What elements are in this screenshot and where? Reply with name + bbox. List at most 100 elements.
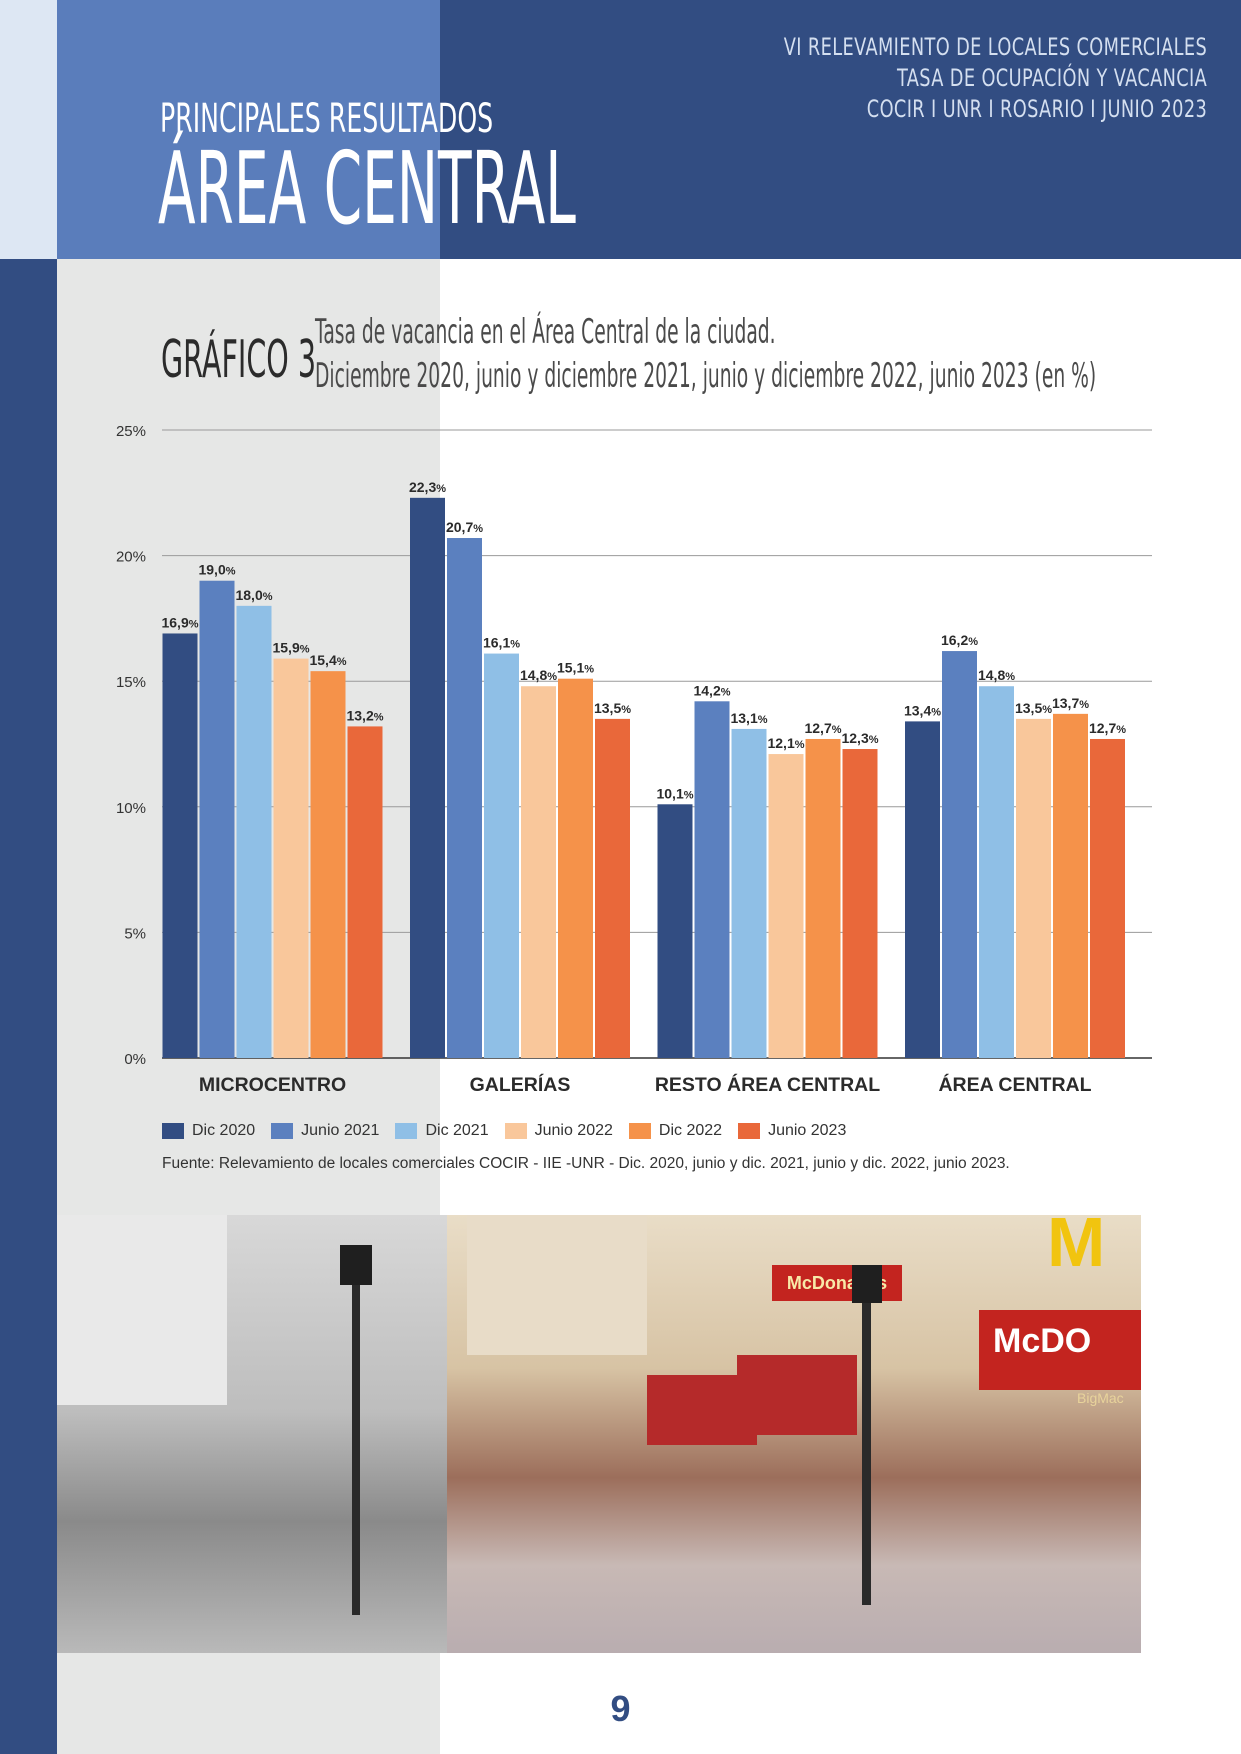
legend-swatch (504, 1123, 527, 1139)
legend-swatch (628, 1123, 651, 1139)
data-label: 14,8% (520, 667, 557, 683)
data-label: 12,7% (1089, 720, 1126, 736)
page-number: 9 (610, 1688, 631, 1729)
data-label: 12,7% (804, 720, 841, 736)
bar-chart: 0% 5% 10% 15% 20% 25% 16,9% 19,0%18,0% 15,9%15,4… (116, 423, 1152, 1096)
legend-swatch (395, 1123, 418, 1139)
data-label: 22,3% (409, 479, 446, 495)
y-tick-label: 20% (116, 549, 146, 566)
legend-label: Junio 2021 (301, 1122, 380, 1139)
figure-title-line-1: Tasa de vacancia en el Área Central de l… (315, 312, 776, 352)
data-label: 15,9% (272, 640, 309, 656)
bar (657, 804, 693, 1058)
bar (162, 633, 198, 1058)
mcdonalds-logo-icon: M (1047, 1215, 1106, 1281)
bar (905, 721, 940, 1058)
data-label: 14,8% (978, 667, 1015, 683)
legend-item: Junio 2022 (504, 1122, 613, 1140)
photo-building (57, 1215, 227, 1405)
y-tick-label: 15% (116, 674, 146, 691)
header-panel-dark (440, 0, 1241, 259)
header-panel-light (57, 0, 440, 259)
data-label: 13,5% (1015, 700, 1052, 716)
photo-awning-2 (737, 1355, 857, 1435)
photo-sign-3: BigMac (1077, 1390, 1124, 1406)
bar (1016, 718, 1051, 1058)
bar (410, 497, 445, 1059)
bar (979, 686, 1014, 1058)
legend-swatch (738, 1123, 761, 1139)
data-label: 10,1% (656, 785, 693, 801)
street-lamp (352, 1255, 360, 1615)
legend-label: Junio 2022 (534, 1122, 613, 1139)
figure-title: Tasa de vacancia en el Área Central de l… (315, 310, 1096, 398)
data-label: 16,1% (483, 635, 520, 651)
bar (236, 605, 272, 1058)
data-label: 15,4% (309, 652, 346, 668)
category-label: MICROCENTRO (199, 1074, 346, 1096)
legend-item: Dic 2022 (628, 1122, 722, 1140)
data-label: 15,1% (557, 660, 594, 676)
legend-swatch (162, 1123, 184, 1139)
figure-title-line-2: Diciembre 2020, junio y diciembre 2021, … (315, 356, 1097, 396)
report-header-line-2: TASA DE OCUPACIÓN Y VACANCIA (896, 64, 1207, 92)
data-label: 13,4% (904, 702, 941, 718)
data-label: 13,7% (1052, 695, 1089, 711)
y-tick-label: 25% (116, 423, 146, 440)
street-photo: McDonald's McDO BigMac M (57, 1215, 1141, 1653)
left-strip-top (0, 0, 57, 259)
bar (199, 580, 235, 1058)
bar (484, 653, 519, 1058)
legend-item: Dic 2021 (395, 1122, 489, 1140)
bar (942, 651, 977, 1058)
bar (310, 671, 346, 1058)
bar (805, 738, 841, 1058)
report-header-line-1: VI RELEVAMIENTO DE LOCALES COMERCIALES (783, 33, 1207, 61)
bar (273, 658, 309, 1058)
y-tick-label: 0% (124, 1051, 146, 1068)
category-label: ÁREA CENTRAL (938, 1073, 1091, 1096)
data-label: 18,0% (235, 587, 272, 603)
legend-item: Dic 2020 (162, 1122, 255, 1140)
street-lamp-head (340, 1245, 372, 1285)
bar (595, 718, 630, 1058)
bar (521, 686, 556, 1058)
street-lamp-2 (862, 1275, 871, 1605)
photo-sign: McDonald's (772, 1265, 902, 1301)
bar (1053, 713, 1088, 1058)
street-lamp-2-head (852, 1265, 882, 1303)
data-label: 12,1% (767, 735, 804, 751)
category-label: GALERÍAS (470, 1073, 571, 1096)
page-title: ÁREA CENTRAL (158, 130, 576, 247)
data-label: 14,2% (693, 682, 730, 698)
photo-sign-2: McDO (979, 1310, 1141, 1390)
data-label: 13,5% (594, 700, 631, 716)
bar (768, 754, 804, 1058)
data-label: 19,0% (198, 562, 235, 578)
data-label: 20,7% (446, 519, 483, 535)
report-header-line-3: COCIR I UNR I ROSARIO I JUNIO 2023 (866, 95, 1207, 123)
photo-building-2 (467, 1215, 647, 1355)
legend-label: Dic 2020 (192, 1122, 256, 1139)
left-strip (0, 259, 57, 1754)
bar (842, 749, 878, 1058)
chart-source: Fuente: Relevamiento de locales comercia… (162, 1155, 1010, 1172)
bar (347, 726, 383, 1058)
legend-item: Junio 2021 (271, 1122, 379, 1140)
y-tick-label: 5% (124, 925, 146, 942)
report-header: VI RELEVAMIENTO DE LOCALES COMERCIALES T… (784, 32, 1207, 125)
legend-label: Junio 2023 (768, 1122, 847, 1139)
chart-legend: Dic 2020 Junio 2021 Dic 2021 Junio 2022 Dic … (162, 1120, 862, 1142)
photo-sign-2-text: McDO (993, 1322, 1092, 1360)
data-label: 13,1% (730, 710, 767, 726)
bar (1090, 738, 1125, 1058)
legend-label: Dic 2021 (425, 1122, 489, 1139)
data-label: 16,2% (941, 632, 978, 648)
section-title: PRINCIPALES RESULTADOS (160, 96, 494, 142)
bar (558, 678, 593, 1058)
legend-swatch (271, 1123, 294, 1139)
figure-label: GRÁFICO 3 (161, 330, 317, 390)
bar (694, 701, 730, 1058)
data-label: 16,9% (161, 614, 198, 630)
category-label: RESTO ÁREA CENTRAL (655, 1073, 880, 1096)
